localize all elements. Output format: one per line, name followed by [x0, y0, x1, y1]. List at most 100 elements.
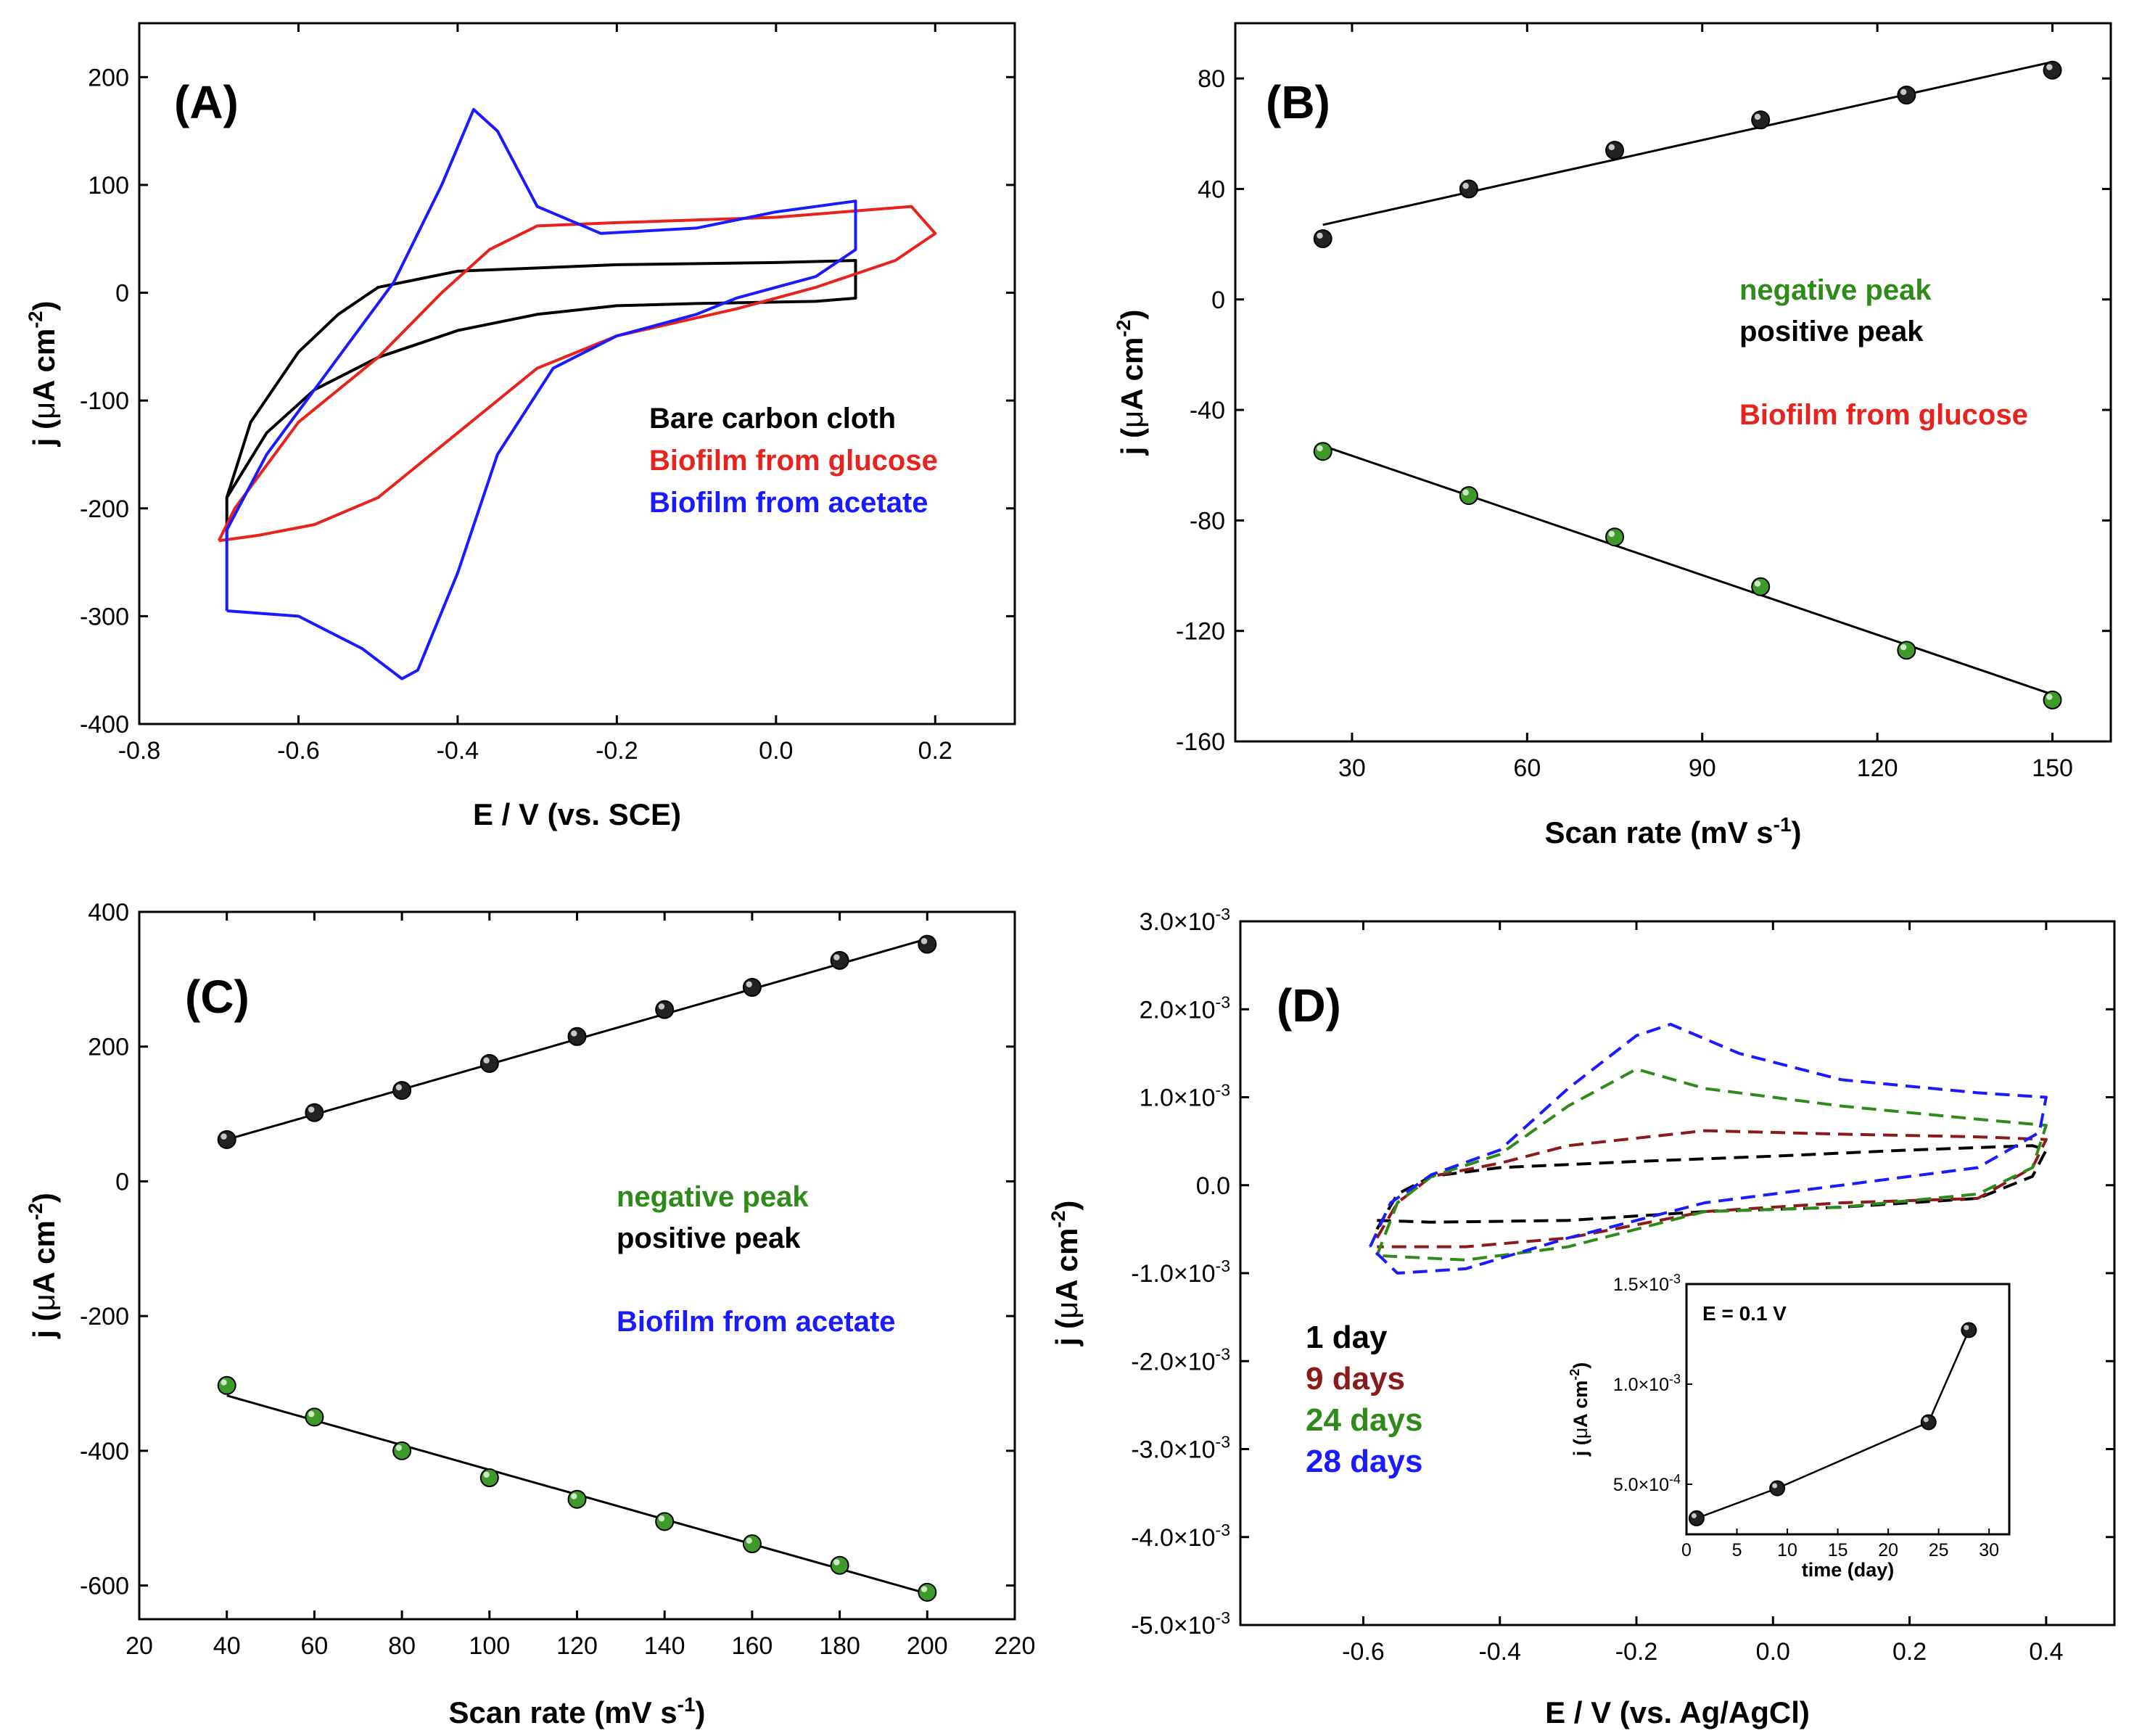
y-tick-label: -5.0×10-3 — [1131, 1608, 1230, 1640]
x-tick-label: -0.4 — [437, 737, 479, 765]
y-axis-label: j (μA cm-2) — [1113, 310, 1149, 456]
ylabel-part: j ( — [1570, 1439, 1591, 1457]
x-tick-label: 200 — [907, 1632, 948, 1660]
ylabel-part: A cm — [1050, 1228, 1084, 1301]
x-tick-label: 220 — [994, 1632, 1036, 1660]
y-tick-label: 0 — [115, 280, 129, 308]
y-tick-label: -40 — [1190, 397, 1225, 424]
x-axis-label: Scan rate (mV s-1) — [1544, 813, 1801, 850]
y-tick-mant: 3.0×10 — [1140, 908, 1216, 936]
y-tick-label: 400 — [88, 899, 129, 926]
y-tick-exp: -3 — [1216, 1608, 1230, 1627]
y-tick-label: -200 — [80, 495, 129, 523]
x-tick-label: -0.6 — [1342, 1638, 1385, 1666]
data-point — [1459, 179, 1478, 199]
y-tick-mant: 0.0 — [1196, 1172, 1230, 1200]
x-tick-label: 100 — [469, 1632, 510, 1660]
data-point-shine — [1462, 489, 1469, 496]
y-tick-mant: -3.0×10 — [1131, 1436, 1215, 1464]
x-tick-label: 80 — [388, 1632, 416, 1660]
data-point — [918, 1582, 937, 1602]
inset-data-point — [1961, 1322, 1977, 1338]
x-tick-label: 0.0 — [759, 737, 793, 765]
legend-entry: positive peak — [617, 1222, 801, 1254]
data-point-shine — [395, 1084, 403, 1091]
data-point — [217, 1375, 236, 1395]
inset-y-tick-label: 5.0×10-4 — [1613, 1472, 1681, 1495]
data-point — [742, 1534, 762, 1553]
data-point-shine — [920, 938, 928, 945]
ylabel-part: μ — [27, 1293, 61, 1311]
y-tick-label: -100 — [80, 387, 129, 415]
data-point-shine — [1317, 445, 1323, 452]
inset-data-point-shine — [1923, 1417, 1929, 1423]
legend-entry: Biofilm from glucose — [1739, 399, 2028, 431]
y-tick-label: -300 — [80, 603, 129, 630]
y-tick-label: -400 — [80, 1438, 129, 1465]
y-tick-label: -80 — [1190, 507, 1225, 535]
y-tick-exp: -3 — [1216, 1521, 1230, 1539]
inset-data-point-shine — [1964, 1325, 1969, 1330]
x-tick-label: -0.2 — [1615, 1638, 1658, 1666]
legend-entry: Biofilm from glucose — [649, 445, 938, 477]
xlabel-part: ) — [696, 1695, 706, 1729]
ylabel-part: j ( — [27, 419, 61, 447]
ylabel-part: ) — [27, 1193, 61, 1203]
y-tick-exp: -3 — [1216, 1256, 1230, 1275]
data-point-shine — [395, 1444, 403, 1451]
inset-x-tick-label: 0 — [1681, 1540, 1692, 1560]
y-tick-mant: -5.0×10 — [1131, 1612, 1215, 1640]
y-tick-label: 80 — [1198, 65, 1225, 93]
xlabel-part: Scan rate (mV s — [448, 1695, 677, 1729]
y-tick-label: -3.0×10-3 — [1131, 1433, 1230, 1464]
panel-label: (C) — [185, 971, 250, 1023]
xlabel-sup: -1 — [1774, 813, 1792, 836]
panel-label: (D) — [1277, 979, 1341, 1032]
inset-x-tick-label: 30 — [1979, 1540, 1999, 1560]
inset-y-axis-label: j (μA cm-2) — [1568, 1362, 1591, 1457]
data-point — [830, 1555, 849, 1575]
x-tick-label: 180 — [819, 1632, 860, 1660]
x-tick-label: 30 — [1338, 754, 1366, 782]
x-tick-label: -0.2 — [596, 737, 638, 765]
fit-line — [1322, 60, 2053, 226]
data-point-shine — [221, 1133, 227, 1140]
data-point — [2043, 60, 2062, 80]
data-point-shine — [483, 1471, 490, 1478]
ylabel-part: j ( — [1115, 428, 1149, 456]
data-point-shine — [1900, 89, 1907, 95]
data-point — [1313, 442, 1332, 461]
ylabel-part: A cm — [1115, 337, 1149, 411]
y-axis-label: j (μA cm-2) — [1047, 1201, 1084, 1347]
inset-data-point — [1769, 1480, 1786, 1497]
x-axis-label: Scan rate (mV s-1) — [448, 1693, 705, 1729]
inset-y-tick-label: 1.0×10-3 — [1613, 1372, 1681, 1395]
y-tick-label: -4.0×10-3 — [1131, 1521, 1230, 1552]
inset-y-tick-mant: 5.0×10 — [1613, 1475, 1669, 1495]
inset-y-tick-mant: 1.0×10 — [1613, 1375, 1669, 1395]
data-point — [1605, 141, 1625, 160]
x-tick-label: 60 — [1513, 754, 1541, 782]
ylabel-part: j ( — [27, 1312, 61, 1339]
legend-entry: Biofilm from acetate — [617, 1306, 896, 1338]
ylabel-part: A cm — [27, 329, 61, 402]
data-point — [2043, 690, 2062, 709]
x-tick-label: -0.8 — [118, 737, 161, 765]
x-tick-label: 150 — [2032, 754, 2073, 782]
data-point-shine — [1754, 580, 1761, 587]
inset-line — [1696, 1329, 1970, 1520]
cv-curve-4 — [1369, 1022, 2048, 1275]
data-point — [1897, 641, 1916, 660]
panel-label: (B) — [1266, 76, 1330, 128]
inset-x-tick-label: 10 — [1777, 1540, 1797, 1560]
data-point-shine — [1317, 232, 1323, 239]
y-tick-label: 3.0×10-3 — [1140, 905, 1230, 936]
legend-entry: 9 days — [1306, 1361, 1405, 1396]
x-tick-label: 20 — [125, 1632, 153, 1660]
inset-x-axis-label: time (day) — [1802, 1559, 1895, 1581]
data-point-shine — [920, 1586, 928, 1592]
y-tick-label: -160 — [1176, 728, 1225, 756]
y-axis-label: j (μA cm-2) — [25, 1193, 61, 1339]
ylabel-part: j ( — [1050, 1319, 1084, 1346]
